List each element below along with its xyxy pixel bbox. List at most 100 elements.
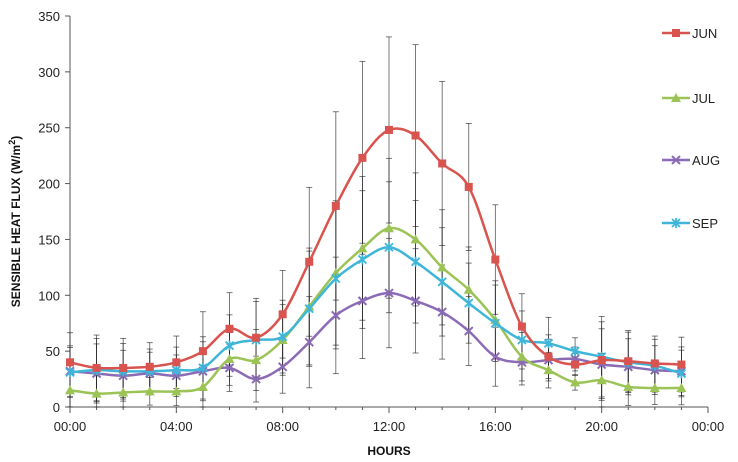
point-sep <box>331 273 341 284</box>
point-jun <box>597 356 606 365</box>
series-group <box>65 125 687 398</box>
series-line-aug <box>69 291 682 381</box>
point-jun <box>198 347 207 356</box>
x-tick-label: 08:00 <box>266 419 299 434</box>
series-line-jun <box>69 127 682 370</box>
legend-marker-jul <box>671 93 681 102</box>
legend-label-sep: SEP <box>692 216 718 231</box>
series-aug <box>65 288 687 384</box>
point-sep <box>171 365 181 376</box>
legend-label-aug: AUG <box>692 153 720 168</box>
point-jul <box>144 386 155 396</box>
y-axis-title-sup: 2 <box>7 140 17 145</box>
point-aug <box>331 310 341 321</box>
point-jul <box>357 243 368 253</box>
point-jul <box>118 387 129 397</box>
point-jun <box>172 358 181 367</box>
point-jul <box>224 353 235 363</box>
y-tick-label: 100 <box>38 288 60 303</box>
point-jun <box>358 153 367 162</box>
point-aug <box>304 337 314 347</box>
y-tick-label: 200 <box>38 177 60 192</box>
legend-label-jun: JUN <box>692 26 717 41</box>
point-jun <box>544 352 553 361</box>
point-jun <box>385 125 393 134</box>
series-jun <box>66 125 686 372</box>
point-jun <box>145 362 154 371</box>
legend-marker-jun <box>672 29 680 37</box>
y-tick-label: 150 <box>38 232 60 247</box>
point-sep <box>437 276 447 287</box>
legend: JUN JUL AUG SEP <box>662 26 720 231</box>
legend-item-aug: AUG <box>662 153 720 168</box>
point-sep <box>570 346 580 357</box>
point-jul <box>384 223 394 233</box>
point-jul <box>676 383 687 393</box>
x-axis-title: HOURS <box>367 444 410 458</box>
point-sep <box>278 331 288 342</box>
point-jun <box>305 257 314 266</box>
point-sep <box>410 256 421 267</box>
legend-item-jun: JUN <box>662 26 717 41</box>
point-sep <box>464 298 474 309</box>
x-tick-label: 20:00 <box>585 419 618 434</box>
x-tick-label: 12:00 <box>373 419 406 434</box>
y-tick-label: 50 <box>46 344 60 359</box>
x-tick-label: 16:00 <box>479 419 512 434</box>
y-axis: 0 50 100 150 200 250 300 350 <box>38 9 71 415</box>
point-jun <box>491 255 500 264</box>
legend-marker-sep <box>671 218 681 228</box>
point-aug <box>490 352 501 362</box>
point-jul <box>91 388 102 398</box>
point-sep <box>490 318 500 329</box>
point-jul <box>543 365 554 375</box>
legend-marker-aug <box>671 155 681 165</box>
point-aug <box>224 363 235 373</box>
point-jun <box>650 359 659 368</box>
point-jun <box>225 324 234 333</box>
point-jul <box>251 355 262 365</box>
point-jun <box>252 333 261 342</box>
point-sep <box>224 340 235 351</box>
point-jul <box>410 234 421 244</box>
point-jul <box>437 262 448 272</box>
point-jul <box>516 351 527 361</box>
y-axis-title-close: ) <box>9 136 23 140</box>
point-sep <box>517 334 527 345</box>
point-sep <box>543 338 554 349</box>
point-sep <box>65 367 75 378</box>
point-jun <box>411 131 420 140</box>
error-bars <box>67 36 685 408</box>
legend-item-jul: JUL <box>662 91 715 106</box>
point-jun <box>517 322 526 331</box>
point-jun <box>571 360 580 369</box>
point-aug <box>251 374 261 384</box>
point-jun <box>92 363 101 372</box>
y-tick-label: 350 <box>38 9 60 24</box>
point-aug <box>384 288 394 298</box>
point-jul <box>649 383 660 393</box>
point-sep <box>198 362 208 373</box>
point-jul <box>171 386 182 396</box>
point-jul <box>65 385 75 395</box>
point-jun <box>119 363 128 372</box>
point-sep <box>357 254 368 265</box>
point-sep <box>384 242 394 253</box>
point-jun <box>278 310 287 319</box>
x-axis: 00:00 04:00 08:00 12:00 16:00 20:00 00:00 <box>54 406 724 434</box>
point-jun <box>464 182 473 191</box>
point-jun <box>438 159 447 168</box>
y-tick-label: 300 <box>38 65 60 80</box>
point-sep <box>676 368 687 379</box>
y-tick-label: 250 <box>38 121 60 136</box>
point-jul <box>197 381 208 391</box>
series-line-sep <box>69 245 682 375</box>
point-aug <box>464 326 474 336</box>
point-sep <box>304 303 314 314</box>
x-tick-label: 04:00 <box>160 419 193 434</box>
legend-label-jul: JUL <box>692 91 715 106</box>
y-axis-title-main: SENSIBLE HEAT FLUX (W/m <box>9 145 23 307</box>
series-sep <box>65 242 687 379</box>
point-aug <box>437 307 447 317</box>
